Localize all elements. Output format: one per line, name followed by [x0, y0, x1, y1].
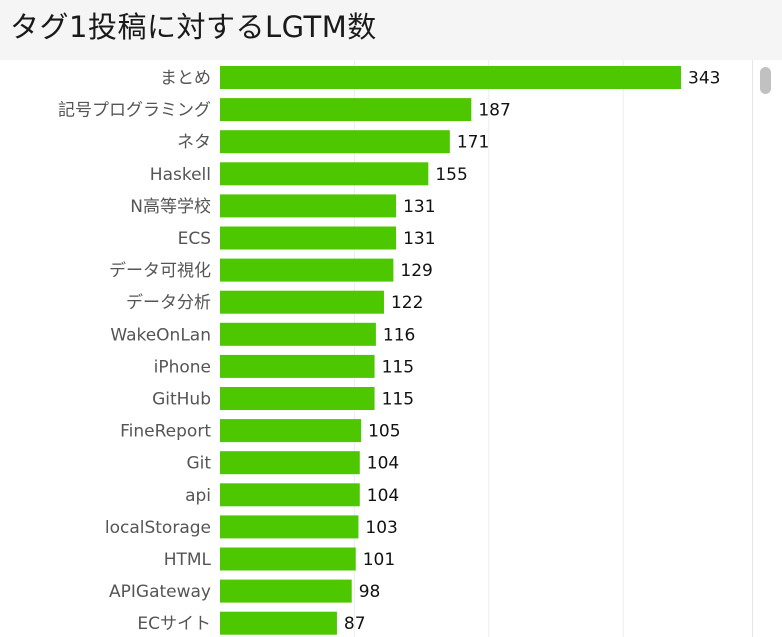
bar-8[interactable] — [220, 322, 376, 346]
category-label-13: api — [185, 486, 211, 506]
chart-panel: まとめ 343 記号プログラミング 187 ネタ 171 Haskell 155 N高等学校 13… — [0, 60, 782, 637]
category-label-2: ネタ — [177, 133, 211, 153]
bars — [220, 66, 681, 635]
category-label-12: Git — [186, 454, 211, 474]
chart-title: タグ1投稿に対するLGTM数 — [10, 10, 377, 44]
category-label-4: N高等学校 — [130, 197, 211, 217]
bar-14[interactable] — [220, 515, 359, 539]
value-label-14: 103 — [365, 518, 397, 538]
value-label-10: 115 — [382, 390, 414, 410]
bar-5[interactable] — [220, 226, 397, 250]
bar-16[interactable] — [220, 579, 352, 603]
bar-4[interactable] — [220, 194, 397, 218]
bar-2[interactable] — [220, 130, 450, 154]
category-label-6: データ可視化 — [109, 260, 211, 281]
category-label-10: GitHub — [152, 390, 211, 410]
bar-chart: まとめ 343 記号プログラミング 187 ネタ 171 Haskell 155 N高等学校 13… — [58, 60, 720, 637]
category-label-8: WakeOnLan — [110, 325, 211, 345]
value-label-12: 104 — [367, 454, 399, 474]
bar-0[interactable] — [220, 66, 681, 89]
category-label-15: HTML — [164, 550, 212, 570]
value-label-7: 122 — [391, 293, 423, 313]
bar-15[interactable] — [220, 547, 356, 571]
labels: まとめ 343 記号プログラミング 187 ネタ 171 Haskell 155 N高等学校 13… — [58, 69, 720, 635]
category-label-5: ECS — [178, 229, 211, 249]
value-label-13: 104 — [367, 486, 399, 506]
category-label-1: 記号プログラミング — [58, 101, 211, 121]
value-label-11: 105 — [368, 422, 400, 442]
bar-12[interactable] — [220, 451, 360, 475]
value-label-1: 187 — [478, 101, 510, 121]
value-label-16: 98 — [359, 582, 381, 602]
bar-6[interactable] — [220, 258, 394, 282]
bar-10[interactable] — [220, 387, 375, 410]
value-label-9: 115 — [382, 357, 414, 377]
vertical-scrollbar[interactable] — [752, 60, 775, 637]
value-label-2: 171 — [457, 133, 489, 153]
value-label-5: 131 — [403, 229, 435, 249]
bar-17[interactable] — [220, 611, 337, 635]
category-label-7: データ分析 — [126, 292, 211, 313]
category-label-3: Haskell — [150, 165, 211, 185]
grid-lines — [353, 60, 624, 637]
value-label-4: 131 — [403, 197, 435, 217]
category-label-14: localStorage — [105, 518, 211, 538]
value-label-0: 343 — [688, 69, 720, 89]
value-label-15: 101 — [363, 550, 395, 570]
value-label-6: 129 — [400, 261, 432, 281]
category-label-9: iPhone — [154, 357, 211, 377]
category-label-0: まとめ — [160, 69, 211, 89]
value-label-8: 116 — [383, 325, 415, 345]
bar-13[interactable] — [220, 483, 360, 507]
category-label-11: FineReport — [120, 422, 211, 442]
bar-9[interactable] — [220, 354, 375, 378]
scrollbar-thumb[interactable] — [760, 67, 771, 94]
bar-1[interactable] — [220, 98, 472, 122]
value-label-17: 87 — [344, 614, 366, 634]
bar-11[interactable] — [220, 419, 362, 443]
value-label-3: 155 — [435, 165, 467, 185]
bar-3[interactable] — [220, 162, 429, 186]
category-label-17: ECサイト — [137, 614, 211, 634]
category-label-16: APIGateway — [109, 582, 211, 602]
bar-7[interactable] — [220, 290, 384, 314]
